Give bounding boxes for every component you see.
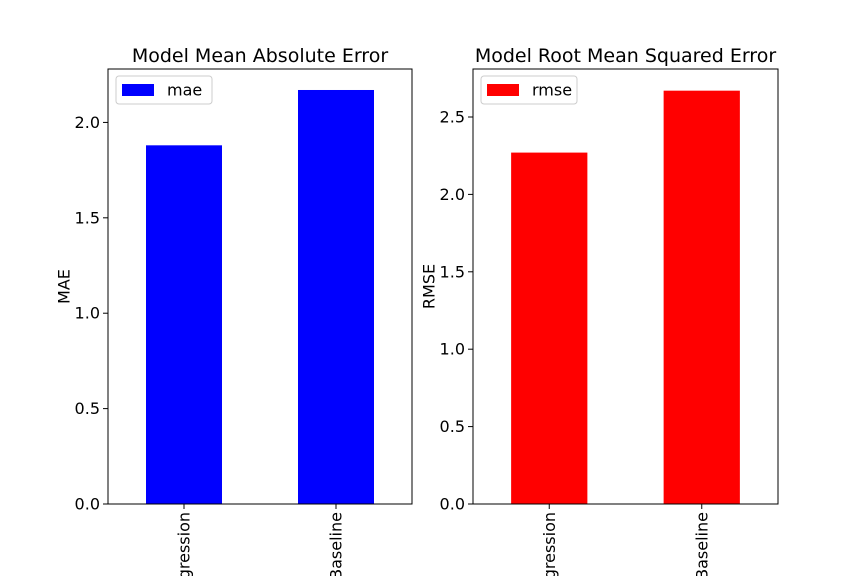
rmse-legend-box xyxy=(480,75,578,105)
rmse-axes-frame xyxy=(472,68,779,505)
rmse-legend-label: rmse xyxy=(532,81,572,100)
mae-legend-box xyxy=(115,75,213,105)
mae-xtick-label: Baseline xyxy=(327,512,346,576)
mae-ytick-label: 0.0 xyxy=(75,495,100,514)
rmse-bar-regression xyxy=(511,152,588,504)
mae-bar-baseline xyxy=(298,89,374,504)
rmse-ytick-label: 0.0 xyxy=(440,495,465,514)
rmse-chart-title: Model Root Mean Squared Error xyxy=(475,45,776,67)
rmse-legend: rmse xyxy=(480,75,578,105)
mae-chart-panel: Regression Baseline 0.0 0.5 1.0 1.5 2.0 MAE Mode… xyxy=(55,45,413,576)
rmse-ytick-label: 1.5 xyxy=(440,262,465,281)
rmse-chart-panel: Regression Baseline 0.0 0.5 1.0 1.5 2.0 2.5 RMSE… xyxy=(420,45,779,576)
mae-xtick-label: Regression xyxy=(175,512,194,576)
mae-bar-regression xyxy=(146,145,222,504)
rmse-ytick-label: 0.5 xyxy=(440,417,465,436)
mae-ytick-label: 2.0 xyxy=(75,113,100,132)
mae-ylabel: MAE xyxy=(55,269,74,304)
rmse-xtick-label: Regression xyxy=(540,512,559,576)
mae-ytick-label: 0.5 xyxy=(75,399,100,418)
rmse-ytick-label: 1.0 xyxy=(440,340,465,359)
mae-legend-swatch xyxy=(122,84,154,96)
rmse-xtick-label: Baseline xyxy=(692,512,711,576)
mae-ytick-label: 1.0 xyxy=(75,304,100,323)
mae-legend: mae xyxy=(115,75,213,105)
rmse-bar-baseline xyxy=(663,90,740,504)
mae-legend-label: mae xyxy=(167,81,202,100)
rmse-ytick-label: 2.0 xyxy=(440,185,465,204)
rmse-legend-swatch xyxy=(487,84,519,96)
mae-ytick-label: 1.5 xyxy=(75,208,100,227)
mae-chart-title: Model Mean Absolute Error xyxy=(132,45,388,67)
rmse-ytick-label: 2.5 xyxy=(440,107,465,126)
rmse-ylabel: RMSE xyxy=(420,264,439,309)
mae-axes-frame xyxy=(107,68,413,505)
